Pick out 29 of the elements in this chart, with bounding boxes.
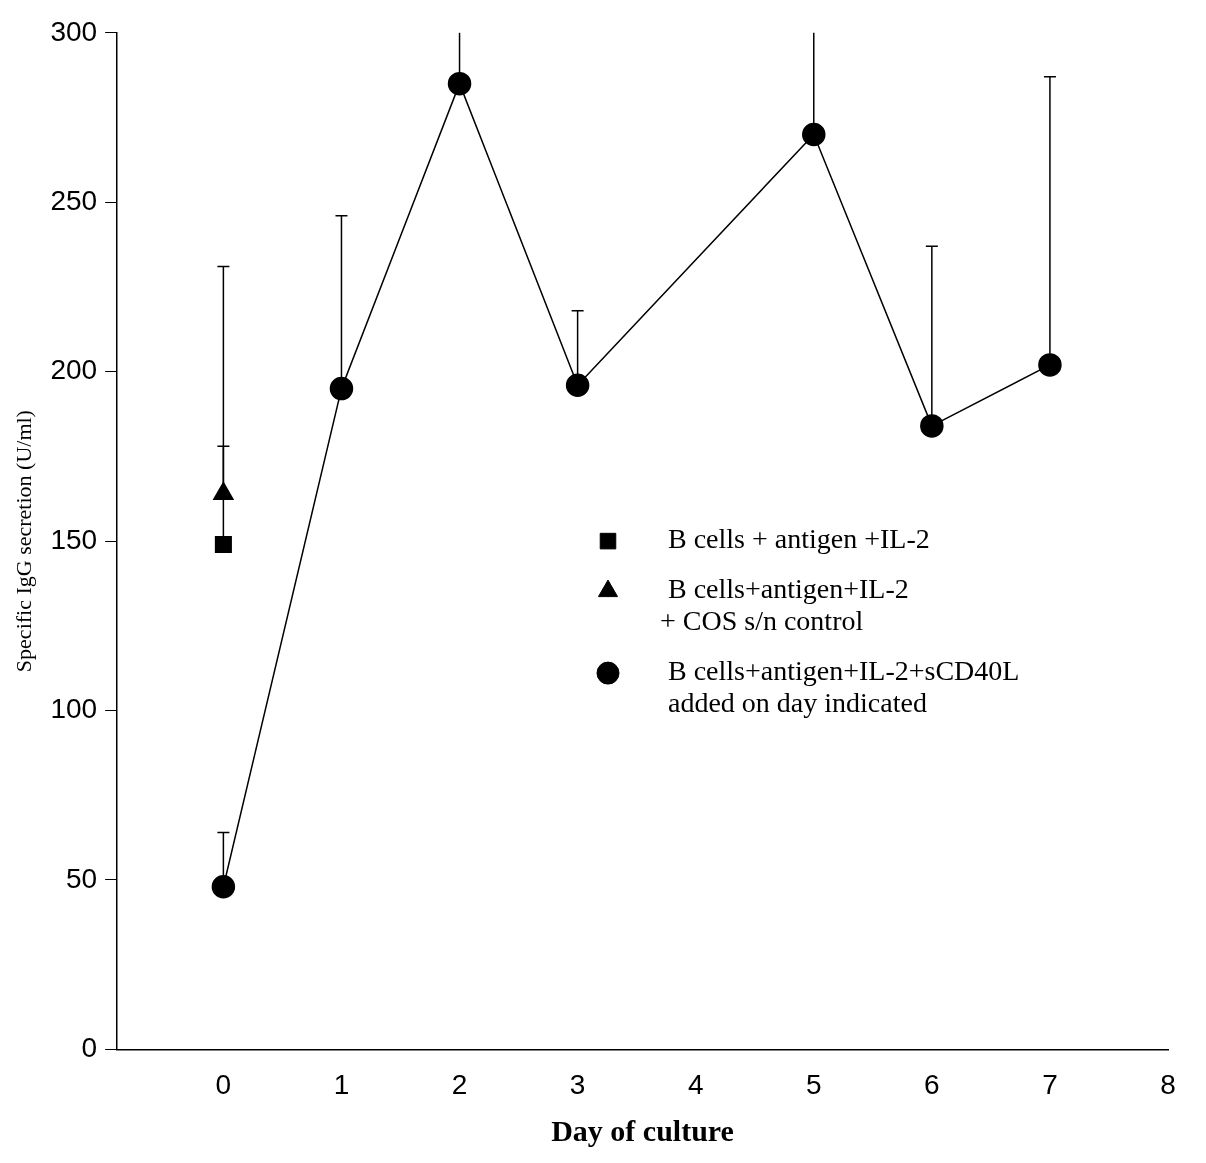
x-tick-label: 1 xyxy=(333,1068,350,1100)
y-tick-label: 200 xyxy=(50,354,98,386)
x-tick-label: 0 xyxy=(215,1068,232,1100)
point xyxy=(214,535,232,554)
y-tick-label: 0 xyxy=(81,1032,98,1064)
point xyxy=(802,122,826,147)
y-tick-label: 300 xyxy=(50,15,98,47)
x-tick-label: 5 xyxy=(805,1068,822,1100)
legend-label: B cells+antigen+IL-2 + COS s/n control xyxy=(660,573,909,637)
point xyxy=(447,71,472,96)
y-axis-title: Specific IgG secretion (U/ml) xyxy=(10,410,36,673)
legend-label: B cells+antigen+IL-2+sCD40L added on day indicated xyxy=(668,655,1020,719)
legend-label: B cells + antigen +IL-2 xyxy=(668,523,930,555)
point xyxy=(329,376,354,401)
y-tick-label: 250 xyxy=(50,184,98,216)
x-tick-label: 4 xyxy=(687,1068,704,1100)
y-tick-label: 150 xyxy=(50,523,98,555)
y-tick-label: 100 xyxy=(50,693,98,725)
x-axis-title: Day of culture xyxy=(551,1113,734,1147)
point xyxy=(1038,353,1062,377)
point xyxy=(211,874,236,899)
y-tick-label: 50 xyxy=(65,862,98,894)
x-tick-label: 2 xyxy=(451,1068,468,1100)
x-tick-label: 8 xyxy=(1160,1068,1176,1100)
point xyxy=(920,414,944,438)
x-tick-label: 7 xyxy=(1042,1068,1058,1100)
x-tick-label: 6 xyxy=(924,1068,940,1100)
x-tick-label: 3 xyxy=(569,1068,586,1100)
point xyxy=(565,373,590,397)
